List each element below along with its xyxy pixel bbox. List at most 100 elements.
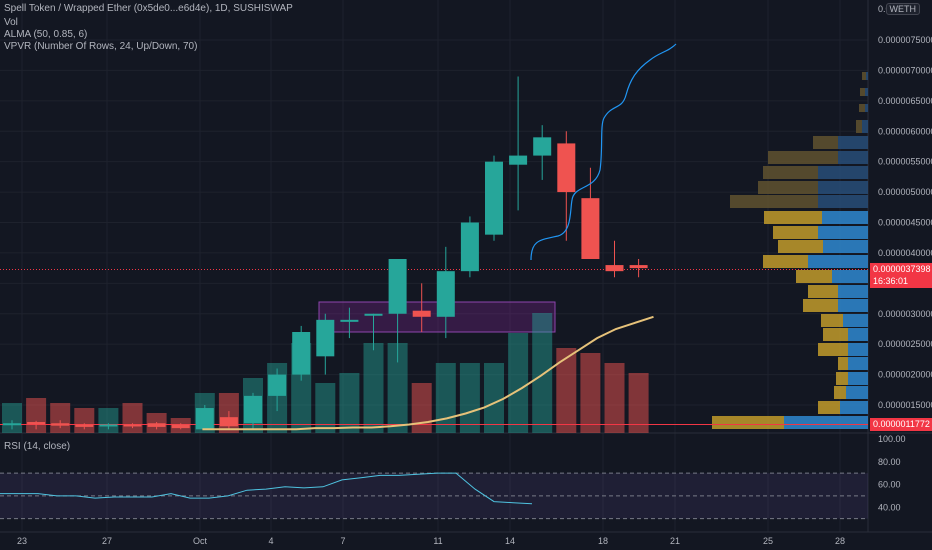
symbol-title[interactable]: Spell Token / Wrapped Ether (0x5de0...e6… bbox=[4, 3, 293, 14]
volume-bar bbox=[532, 313, 553, 433]
vpvr-down-bar bbox=[768, 151, 838, 164]
candle-body bbox=[364, 313, 383, 316]
candle-body bbox=[195, 408, 214, 430]
volume-bar bbox=[50, 403, 71, 433]
vpvr-down-bar bbox=[823, 328, 848, 341]
vpvr-up-bar bbox=[818, 226, 868, 239]
vpvr-up-bar bbox=[822, 211, 868, 224]
vpvr-up-bar bbox=[838, 136, 868, 149]
price-tick-label: 0.0000050000 bbox=[878, 187, 932, 197]
volume-bar bbox=[556, 348, 577, 433]
vpvr-up-bar bbox=[866, 72, 868, 80]
volume-bar bbox=[98, 408, 119, 433]
candle-body bbox=[509, 155, 528, 165]
vpvr-up-bar bbox=[848, 357, 868, 370]
vpvr-up-bar bbox=[848, 328, 868, 341]
candle-body bbox=[436, 271, 455, 317]
candle-body bbox=[244, 395, 262, 424]
price-tick-label: 0.0000040000 bbox=[878, 248, 932, 258]
candle-body bbox=[75, 424, 94, 427]
time-tick-label: 27 bbox=[102, 536, 112, 546]
candle-body bbox=[460, 222, 479, 272]
volume-bar bbox=[580, 353, 601, 433]
projection-line bbox=[530, 43, 677, 261]
volume-bar bbox=[459, 363, 480, 433]
candle-body bbox=[171, 424, 190, 429]
time-tick-label: 28 bbox=[835, 536, 845, 546]
time-tick-label: 21 bbox=[670, 536, 680, 546]
vpvr-down-bar bbox=[773, 226, 818, 239]
alma-legend[interactable]: ALMA (50, 0.85, 6) bbox=[4, 29, 88, 40]
candle-body bbox=[27, 422, 46, 425]
candle-body bbox=[147, 423, 166, 427]
time-tick-label: 18 bbox=[598, 536, 608, 546]
candle-body bbox=[629, 265, 648, 269]
volume-bar bbox=[339, 373, 360, 433]
candle-body bbox=[123, 424, 142, 427]
time-tick-label: Oct bbox=[193, 536, 208, 546]
price-top-label: 0.0 bbox=[878, 4, 891, 14]
vpvr-down-bar bbox=[821, 314, 843, 327]
candle-body bbox=[388, 259, 407, 314]
alma-line bbox=[202, 315, 654, 431]
vpvr-down-bar bbox=[836, 372, 848, 385]
candle-body bbox=[557, 143, 576, 193]
vpvr-down-bar bbox=[818, 343, 848, 356]
price-tick-label: 0.0000020000 bbox=[878, 370, 932, 380]
vpvr-down-bar bbox=[808, 285, 838, 298]
vpvr-up-bar bbox=[848, 343, 868, 356]
vpvr-up-bar bbox=[838, 299, 868, 312]
candle-body bbox=[316, 319, 335, 357]
rsi-legend[interactable]: RSI (14, close) bbox=[4, 441, 71, 452]
countdown-tag: 16:36:01 bbox=[870, 275, 932, 288]
vpvr-up-bar bbox=[838, 151, 868, 164]
time-tick-label: 11 bbox=[433, 536, 442, 546]
vpvr-down-bar bbox=[834, 386, 846, 399]
price-tick-label: 0.0000070000 bbox=[878, 65, 932, 75]
candle-body bbox=[340, 319, 359, 322]
volume-bar bbox=[484, 363, 504, 433]
time-tick-label: 14 bbox=[505, 536, 515, 546]
vpvr-down-bar bbox=[758, 181, 818, 194]
candle-body bbox=[3, 423, 21, 426]
vpvr-up-bar bbox=[818, 181, 868, 194]
vpvr-down-bar bbox=[796, 270, 832, 283]
rsi-tick-label: 40.00 bbox=[878, 502, 901, 512]
vpvr-legend[interactable]: VPVR (Number Of Rows, 24, Up/Down, 70) bbox=[4, 41, 198, 52]
candle-body bbox=[485, 161, 503, 235]
time-tick-label: 25 bbox=[763, 536, 773, 546]
volume-bar bbox=[628, 373, 649, 433]
vpvr-up-bar bbox=[843, 314, 868, 327]
low-line-tag: 0.0000011772 bbox=[870, 418, 932, 431]
price-tick-label: 0.0000045000 bbox=[878, 218, 932, 228]
vpvr-up-bar bbox=[808, 255, 868, 268]
rsi-tick-label: 60.00 bbox=[878, 480, 901, 490]
volume-bar bbox=[435, 363, 456, 433]
last-price-value: 0.0000037398 bbox=[873, 264, 931, 274]
currency-badge[interactable]: WETH bbox=[885, 3, 920, 15]
vpvr-up-bar bbox=[832, 270, 868, 283]
candle-body bbox=[533, 137, 552, 156]
volume-bar bbox=[2, 403, 22, 433]
vpvr-down-bar bbox=[856, 120, 862, 133]
vpvr-down-bar bbox=[763, 255, 808, 268]
vpvr-up-bar bbox=[848, 372, 868, 385]
vpvr-up-bar bbox=[818, 166, 868, 179]
price-tick-label: 0.0000015000 bbox=[878, 400, 932, 410]
volume-bar bbox=[363, 343, 384, 433]
vpvr-up-bar bbox=[865, 104, 868, 112]
candle-body bbox=[412, 310, 431, 317]
countdown-value: 16:36:01 bbox=[873, 276, 909, 286]
time-tick-label: 7 bbox=[340, 536, 345, 546]
low-line-value: 0.0000011772 bbox=[873, 419, 930, 429]
vpvr-up-bar bbox=[784, 416, 868, 429]
vpvr-down-bar bbox=[838, 357, 848, 370]
last-price-tag: 0.0000037398 bbox=[870, 263, 932, 276]
volume-bar bbox=[411, 383, 432, 433]
rsi-tick-label: 100.00 bbox=[878, 434, 906, 444]
candle-body bbox=[605, 265, 624, 272]
volume-legend[interactable]: Vol bbox=[4, 17, 18, 28]
candle-body bbox=[581, 198, 600, 259]
